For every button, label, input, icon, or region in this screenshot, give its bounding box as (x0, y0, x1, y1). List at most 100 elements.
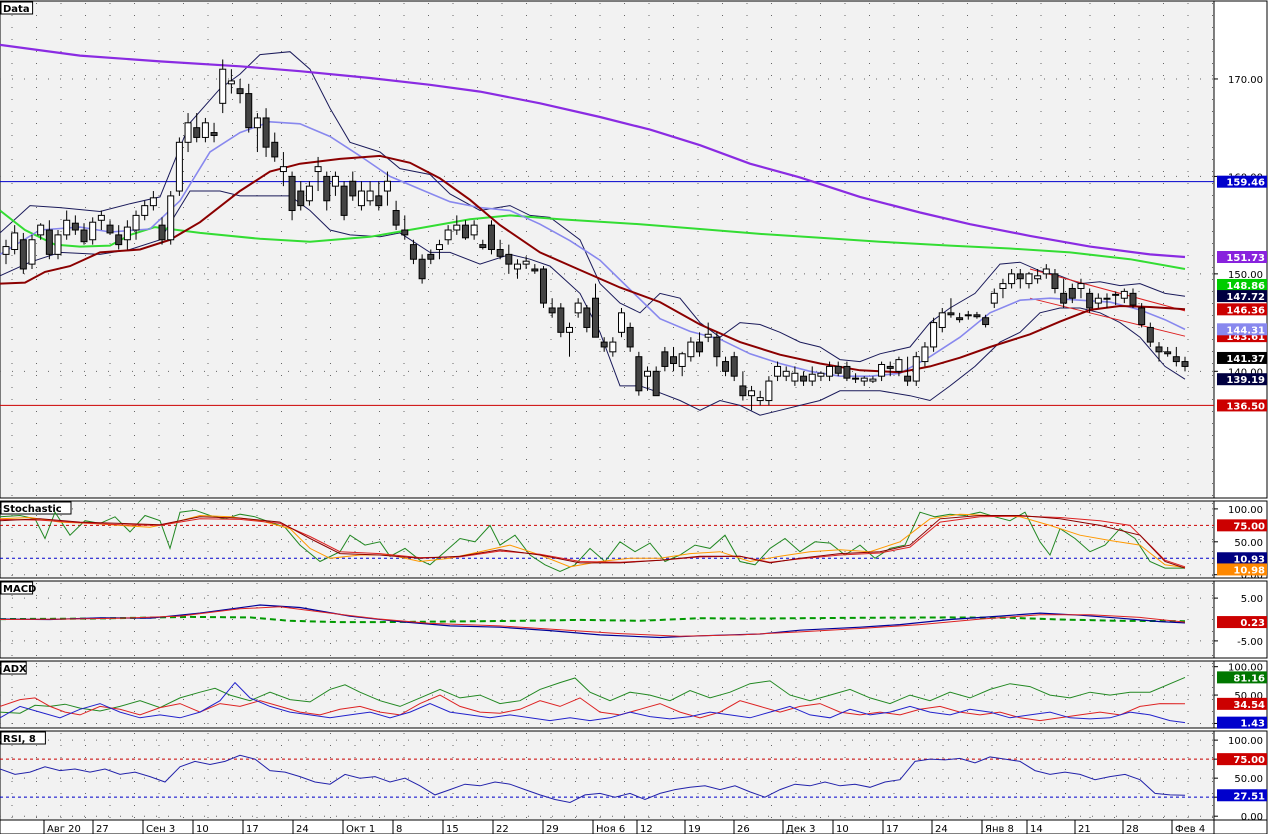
candle (409, 244, 417, 260)
candle (912, 356, 920, 382)
candle (756, 397, 764, 402)
candle (1181, 361, 1189, 367)
x-tick-label: 10 (196, 824, 209, 834)
value-label: 147.72 (1226, 292, 1265, 303)
bollinger-lower (0, 190, 1186, 416)
candle (305, 185, 313, 202)
candle (175, 141, 183, 192)
x-tick-label: Авг 20 (47, 824, 81, 834)
candle (487, 224, 495, 250)
candle (2, 246, 10, 255)
candle (661, 351, 669, 367)
stochastic-slow (0, 515, 1186, 569)
panel-title-box-rsi (0, 731, 46, 745)
candle (141, 205, 149, 216)
moving-average-darkred (0, 154, 1186, 374)
candle (956, 317, 964, 321)
value-label: 10.93 (1233, 554, 1265, 565)
y-tick-label-stochastic: 0.00 (1241, 571, 1263, 582)
candle (644, 370, 652, 377)
candle (132, 214, 140, 231)
y-tick-label-adx: 100.00 (1228, 663, 1263, 674)
value-label-box (1217, 563, 1267, 576)
candle (37, 224, 45, 236)
candle (869, 378, 877, 382)
candle (314, 166, 322, 173)
candle (1008, 273, 1016, 285)
value-label: 136.50 (1226, 401, 1265, 412)
x-tick-label: 24 (296, 824, 309, 834)
macd-signal (0, 606, 1186, 637)
candle (262, 117, 270, 148)
y-tick-label-price: 170.00 (1228, 75, 1263, 86)
candle (557, 307, 565, 333)
candle (106, 224, 114, 234)
candle (618, 312, 626, 333)
value-label: 159.46 (1226, 178, 1265, 189)
value-label-box (1217, 399, 1267, 412)
candle (982, 317, 990, 326)
candle (158, 224, 166, 241)
candle (895, 359, 903, 372)
candle (696, 341, 704, 353)
candle (1025, 273, 1033, 285)
panel-title-price: Data (3, 4, 30, 15)
candle (11, 232, 19, 250)
candle (1164, 351, 1172, 355)
candle (444, 229, 452, 241)
candle (63, 219, 71, 236)
plot-area-adx (0, 660, 1215, 729)
candle (201, 122, 209, 138)
candle (505, 253, 513, 265)
candle (817, 372, 825, 377)
y-tick-label-rsi: 0.00 (1241, 812, 1263, 823)
x-tick-label: 24 (935, 824, 948, 834)
x-tick-label: Дек 3 (786, 824, 816, 834)
candle (834, 365, 842, 374)
plot-area-macd (0, 580, 1215, 659)
candle (739, 385, 747, 397)
panel-title-box-macd (0, 581, 34, 595)
candle (678, 353, 686, 367)
candle (522, 260, 530, 265)
candle (279, 166, 287, 173)
candle (71, 222, 79, 231)
value-label-box (1217, 251, 1267, 264)
candle (808, 373, 816, 382)
candle (878, 363, 886, 377)
value-label: 27.51 (1233, 791, 1265, 802)
x-tick-label: Окт 1 (346, 824, 375, 834)
candle (340, 185, 348, 216)
candle (383, 180, 391, 192)
candle (496, 249, 504, 257)
value-label-box (1217, 552, 1267, 565)
x-tick-label: Янв 8 (985, 824, 1014, 834)
value-label: 81.16 (1233, 673, 1265, 684)
y-tick-label-adx: 50.00 (1234, 691, 1263, 702)
candle (253, 117, 261, 129)
candle (45, 229, 53, 255)
candle (1129, 292, 1137, 306)
candle (97, 214, 105, 221)
value-label: 75.00 (1233, 521, 1265, 532)
value-label-box (1217, 671, 1267, 684)
value-label: 139.19 (1226, 375, 1265, 386)
y-tick-label-price: 140.00 (1228, 367, 1263, 378)
candle (670, 356, 678, 365)
value-label-box (1217, 373, 1267, 386)
panel-title-box-price (0, 1, 34, 15)
candle (1094, 297, 1102, 304)
candle (1172, 356, 1180, 363)
di-plus-line (0, 681, 1186, 724)
candle (843, 365, 851, 379)
candle (583, 307, 591, 328)
x-tick-label: Сен 3 (146, 824, 175, 834)
candle (687, 341, 695, 358)
x-tick-label: 14 (1030, 824, 1043, 834)
candle (990, 292, 998, 304)
candle (167, 195, 175, 241)
candle (427, 253, 435, 260)
candle (1060, 292, 1068, 304)
